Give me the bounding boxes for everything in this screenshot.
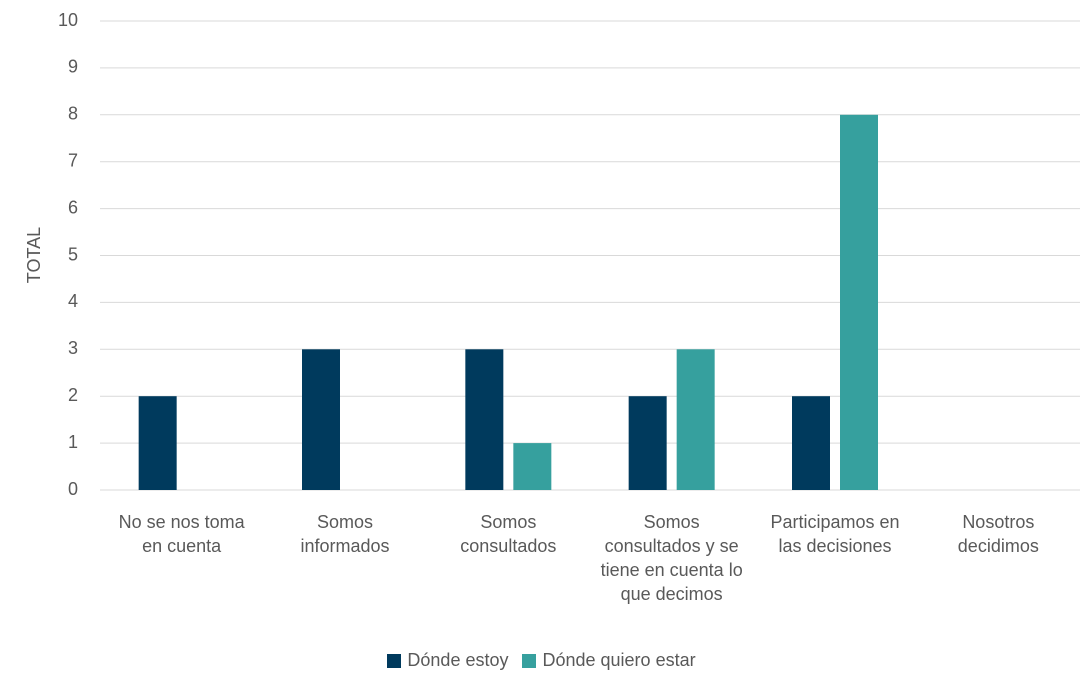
y-tick-label: 9 — [68, 57, 78, 77]
y-tick-label: 1 — [68, 432, 78, 452]
bar — [840, 114, 878, 491]
bar — [465, 349, 504, 490]
legend-label: Dónde estoy — [407, 650, 509, 670]
x-tick-label: Somos consultados — [460, 512, 557, 556]
bar — [792, 396, 830, 490]
legend-swatch — [387, 653, 402, 668]
bar — [513, 443, 552, 490]
bar — [138, 396, 177, 490]
y-tick-label: 3 — [68, 338, 78, 358]
x-tick-label: Somos informados — [300, 512, 390, 556]
y-tick-label: 10 — [58, 10, 78, 30]
y-tick-label: 2 — [68, 385, 78, 405]
y-tick-label: 8 — [68, 104, 78, 124]
y-tick-label: 7 — [68, 150, 78, 170]
y-tick-label: 4 — [68, 291, 78, 311]
x-tick-label: Somos consultados y se tiene en cuenta l… — [600, 512, 743, 604]
legend-item: Dónde estoy — [387, 650, 508, 671]
y-tick-label: 6 — [68, 197, 78, 217]
bar — [628, 396, 667, 490]
bar — [676, 349, 715, 490]
y-tick-label: 5 — [68, 244, 78, 264]
y-axis-label: TOTAL — [24, 227, 44, 283]
x-tick-label: Participamos en las decisiones — [770, 512, 900, 556]
y-tick-label: 0 — [68, 479, 78, 499]
legend-item: Dónde quiero estar — [522, 650, 696, 671]
legend-swatch — [522, 653, 537, 668]
x-tick-label: No se nos toma en cuenta — [118, 512, 245, 556]
bar — [302, 349, 340, 490]
x-tick-label: Nosotros decidimos — [957, 512, 1039, 556]
legend-label: Dónde quiero estar — [542, 650, 696, 670]
legend: Dónde estoy Dónde quiero estar — [0, 650, 1083, 671]
